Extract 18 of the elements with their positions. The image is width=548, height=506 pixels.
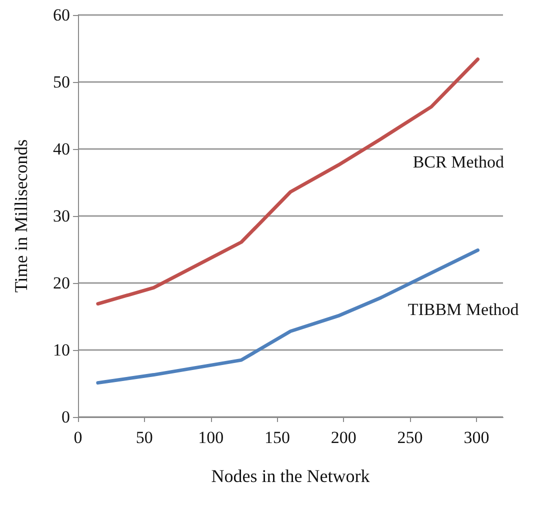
x-tick-label: 50 (136, 428, 153, 447)
y-axis-title: Time in Milliseconds (11, 139, 31, 293)
y-tick-label: 10 (53, 340, 70, 360)
x-tick-label: 100 (198, 428, 224, 447)
y-tick-label: 20 (53, 274, 70, 292)
series-label: BCR Method (412, 152, 504, 172)
x-tick-label: 0 (74, 428, 82, 447)
y-tick-label: 50 (53, 72, 70, 92)
y-tick-label: 0 (62, 408, 70, 426)
y-tick-label: 30 (53, 206, 70, 226)
x-tick-label: 150 (264, 428, 290, 447)
x-tick-label: 200 (330, 428, 356, 447)
y-tick-label: 60 (53, 6, 70, 24)
x-axis-title: Nodes in the Network (211, 466, 370, 486)
x-tick-label: 250 (397, 428, 423, 447)
x-tick-label: 300 (464, 428, 490, 447)
y-tick-label: 40 (53, 140, 70, 158)
series-label: TIBBM Method (408, 300, 520, 320)
